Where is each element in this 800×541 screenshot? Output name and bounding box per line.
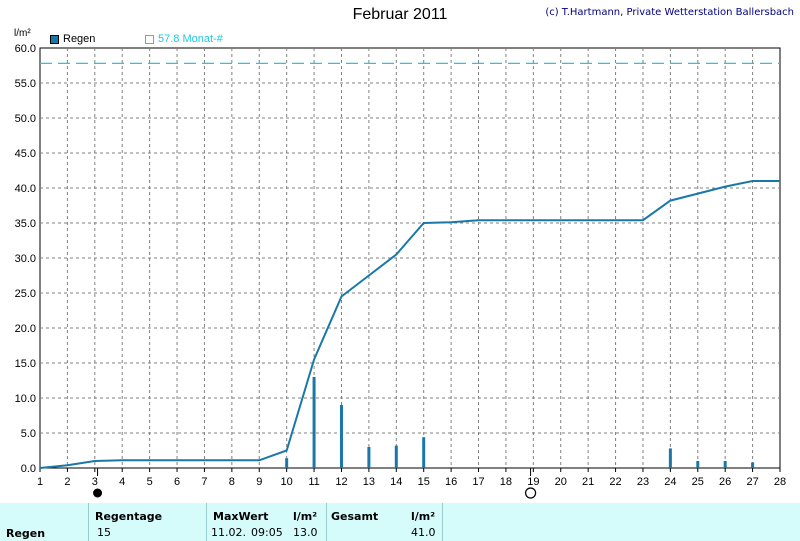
- y-tick-label: 25.0: [15, 288, 36, 300]
- daily-rain-bar: [312, 377, 316, 468]
- footer-maxwert-unit: l/m²: [293, 510, 318, 523]
- x-tick-label: 13: [363, 476, 375, 488]
- legend-average: 57.8 Monat-#: [145, 33, 223, 45]
- cumulative-rain-line: [39, 180, 780, 469]
- x-tick-label: 19: [527, 476, 539, 488]
- x-tick-label: 17: [472, 476, 484, 488]
- x-tick-label: 28: [774, 476, 786, 488]
- x-tick-label: 20: [555, 476, 567, 488]
- footer-maxwert-date: 11.02.: [211, 526, 246, 539]
- x-tick-label: 5: [147, 476, 153, 488]
- legend-average-label: 57.8 Monat-#: [158, 33, 223, 45]
- x-tick-label: 21: [582, 476, 594, 488]
- rain-chart: 0.0 5.0 10.0 15.0 20.0 25.0 30.0 35.0 40.0 45.0 50…: [15, 43, 786, 499]
- footer-row-label: Regen: [6, 527, 46, 540]
- y-tick-label: 10.0: [15, 393, 36, 405]
- y-tick-label: 35.0: [15, 218, 36, 230]
- footer-gesamt-value: 41.0: [411, 526, 436, 539]
- footer-maxwert-time: 09:05: [251, 526, 283, 539]
- footer-empty-cell: [442, 503, 800, 541]
- x-tick-label: 8: [229, 476, 235, 488]
- x-tick-label: 23: [637, 476, 649, 488]
- x-tick-label: 4: [119, 476, 125, 488]
- daily-rain-bar: [339, 405, 343, 468]
- y-tick-label: 50.0: [15, 113, 36, 125]
- full-moon-icon: [93, 488, 103, 498]
- y-tick-label: 40.0: [15, 183, 36, 195]
- y-tick-label: 45.0: [15, 148, 36, 160]
- legend-regen: Regen: [50, 33, 95, 45]
- footer-maxwert-label: MaxWert: [213, 510, 269, 523]
- legend-regen-swatch: [50, 34, 59, 44]
- x-tick-label: 10: [281, 476, 293, 488]
- daily-rain-bar: [394, 445, 398, 468]
- daily-rain-bar: [422, 437, 426, 468]
- chart-title: Februar 2011: [352, 6, 448, 23]
- footer-regentage-cell: Regentage 15: [88, 503, 206, 541]
- y-tick-label: 5.0: [21, 428, 36, 440]
- footer-gesamt-label: Gesamt: [331, 510, 379, 523]
- x-tick-label: 26: [719, 476, 731, 488]
- x-tick-label: 7: [201, 476, 207, 488]
- x-tick-label: 25: [692, 476, 704, 488]
- x-tick-label: 3: [92, 476, 98, 488]
- daily-rain-bar: [367, 447, 371, 468]
- y-tick-label: 55.0: [15, 78, 36, 90]
- footer-maxwert-cell: MaxWert l/m² 11.02. 09:05 13.0: [206, 503, 326, 541]
- x-tick-label: 16: [445, 476, 457, 488]
- new-moon-icon: [524, 487, 537, 499]
- y-tick-label: 0.0: [21, 463, 36, 475]
- daily-rain-bar: [696, 461, 700, 468]
- x-tick-label: 6: [174, 476, 180, 488]
- footer-row-label-cell: Regen: [0, 503, 88, 541]
- x-tick-label: 24: [664, 476, 676, 488]
- x-tick-label: 14: [390, 476, 402, 488]
- legend-regen-label: Regen: [63, 33, 96, 45]
- x-tick-label: 18: [500, 476, 512, 488]
- footer-maxwert-value: 13.0: [293, 526, 318, 539]
- daily-rain-bar: [285, 458, 289, 468]
- x-tick-label: 12: [335, 476, 347, 488]
- legend-average-swatch: [145, 34, 154, 44]
- copyright-text: (c) T.Hartmann, Private Wetterstation Ba…: [545, 7, 794, 18]
- y-tick-label: 60.0: [15, 43, 36, 55]
- x-tick-label: 22: [609, 476, 621, 488]
- daily-rain-bar: [668, 448, 672, 468]
- x-tick-label: 9: [256, 476, 262, 488]
- x-tick-label: 2: [64, 476, 70, 488]
- x-tick-label: 15: [418, 476, 430, 488]
- y-tick-label: 15.0: [15, 358, 36, 370]
- y-tick-label: 30.0: [15, 253, 36, 265]
- footer-regentage-value: 15: [97, 526, 111, 539]
- x-tick-label: 1: [37, 476, 43, 488]
- footer-gesamt-unit: l/m²: [411, 510, 436, 523]
- x-tick-label: 27: [746, 476, 758, 488]
- footer-gesamt-cell: Gesamt l/m² 41.0: [326, 503, 442, 541]
- y-unit-label: l/m²: [14, 28, 31, 39]
- x-tick-label: 11: [308, 476, 319, 488]
- y-tick-label: 20.0: [15, 323, 36, 335]
- footer-regentage-label: Regentage: [95, 510, 163, 523]
- daily-rain-bar: [723, 461, 727, 468]
- daily-rain-bar: [751, 462, 755, 468]
